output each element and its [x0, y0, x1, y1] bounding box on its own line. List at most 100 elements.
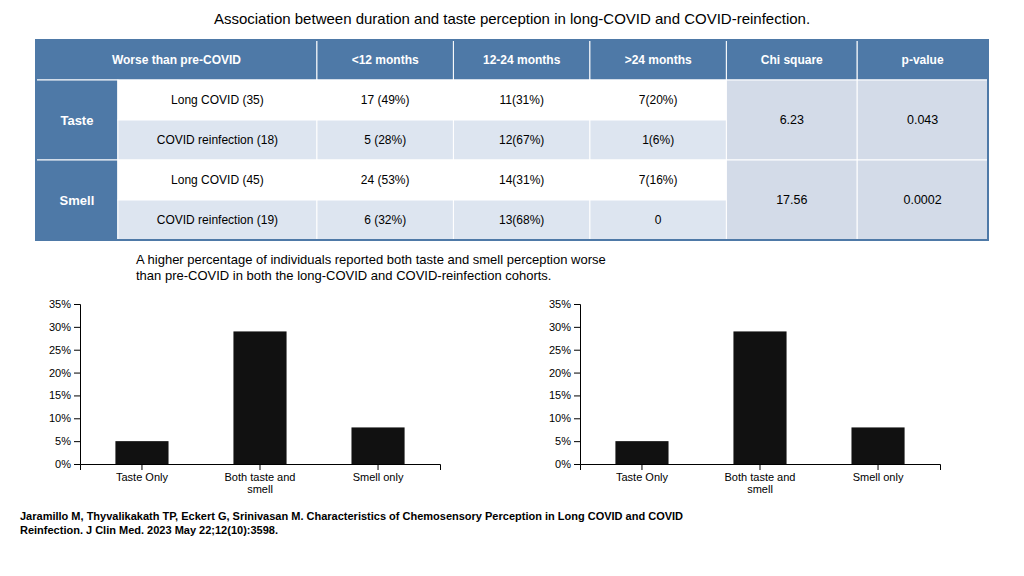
tick: Smell only: [353, 464, 404, 483]
tick: Smell only: [853, 464, 904, 483]
tick-mark: [574, 441, 580, 442]
annotation: Jaramillo M, Thyvalikakath TP, Eckert G,…: [20, 510, 683, 536]
table-border: [36, 40, 988, 240]
table-text: Long COVID (45): [171, 173, 264, 187]
tick-mark: [641, 464, 642, 470]
bar: [115, 441, 168, 464]
tick: 15%: [49, 389, 80, 401]
table-cell: [118, 80, 317, 120]
table-cell: [857, 160, 988, 240]
axis-line: [581, 465, 941, 471]
tick-mark: [574, 464, 580, 465]
tick: 20%: [49, 367, 80, 379]
bar-chart: 0%5%10%15%20%25%30%35%Taste OnlyBoth tas…: [549, 298, 941, 495]
table-cell: [857, 40, 988, 80]
axis-line: [574, 305, 581, 465]
tick-mark: [74, 395, 80, 396]
tick-mark: [141, 464, 142, 470]
tick-label: 25%: [49, 344, 71, 356]
table-text: COVID reinfection (19): [157, 213, 278, 227]
subtitle: A higher percentage of individuals repor…: [136, 252, 606, 283]
tick-label: 5%: [55, 435, 71, 447]
tick: 0%: [55, 458, 80, 470]
table-cell: [317, 120, 453, 160]
table-text: Taste: [60, 113, 93, 128]
table-cell: [453, 160, 589, 200]
table-cell: [317, 80, 453, 120]
text-line: Smell only: [853, 471, 904, 483]
tick: 30%: [49, 321, 80, 333]
tick-label: 35%: [549, 298, 571, 310]
table-cell: [453, 120, 589, 160]
tick: 25%: [549, 344, 580, 356]
tick: 20%: [549, 367, 580, 379]
text-line: Jaramillo M, Thyvalikakath TP, Eckert G,…: [20, 510, 683, 522]
table-cell: [36, 80, 118, 160]
tick-label: Smell only: [853, 471, 904, 483]
tick-mark: [574, 304, 580, 305]
table-cell: [590, 200, 726, 240]
table-cell: [590, 120, 726, 160]
title: Association between duration and taste p…: [214, 10, 810, 27]
tick-mark: [574, 418, 580, 419]
tick-mark: [574, 373, 580, 374]
text-line: smell: [247, 483, 273, 495]
tick-label: 25%: [549, 344, 571, 356]
table-cell: [590, 80, 726, 120]
tick: 15%: [549, 389, 580, 401]
table-cell: [36, 160, 118, 240]
bar: [233, 331, 286, 464]
bar: [615, 441, 668, 464]
tick-mark: [74, 327, 80, 328]
table-cell: [726, 40, 857, 80]
table-text: Worse than pre-COVID: [112, 53, 241, 67]
table-cell: [726, 160, 857, 240]
bars: [115, 331, 404, 464]
tick-label: Smell only: [353, 471, 404, 483]
table-cell: [36, 40, 317, 80]
text-line: Both taste and: [225, 471, 296, 483]
tick-mark: [74, 418, 80, 419]
table-cell: [726, 80, 857, 160]
x-axis: Taste Only Both taste andsmell Smell only: [581, 464, 941, 495]
table-text: <12 months: [352, 53, 419, 67]
table-text: 13(68%): [499, 213, 544, 227]
tick-mark: [74, 464, 80, 465]
tick-label: Both taste andsmell: [225, 471, 296, 496]
table-cell: [317, 160, 453, 200]
y-axis: 0%5%10%15%20%25%30%35%: [549, 298, 581, 470]
text-line: Both taste and: [725, 471, 796, 483]
tick-label: 15%: [549, 389, 571, 401]
tick: 25%: [49, 344, 80, 356]
tick-label: 5%: [555, 435, 571, 447]
table-cell: [118, 200, 317, 240]
tick-label: 20%: [49, 367, 71, 379]
text-line: Reinfection. J Clin Med. 2023 May 22;12(…: [20, 524, 278, 536]
text-line: smell: [747, 483, 773, 495]
tick-mark: [74, 350, 80, 351]
tick-label: 0%: [555, 458, 571, 470]
tick: Taste Only: [116, 464, 168, 483]
axis-line: [74, 305, 81, 465]
y-axis: 0% 5% 10% 15% 20% 25% 30% 35%: [49, 298, 81, 470]
tick: Taste Only: [616, 464, 668, 483]
table-cell: [317, 200, 453, 240]
table-text: 11(31%): [499, 93, 543, 107]
tick-label: 35%: [49, 298, 71, 310]
tick-label: 10%: [49, 412, 71, 424]
tick-mark: [378, 464, 379, 470]
bar: [351, 427, 404, 464]
tick-mark: [878, 464, 879, 470]
table-text: 7(20%): [639, 93, 678, 107]
text-line: Smell only: [353, 471, 404, 483]
table-text: 17.56: [776, 193, 807, 207]
tick-mark: [574, 350, 580, 351]
tick-label: Taste Only: [116, 471, 168, 483]
table-cell: [118, 160, 317, 200]
table-text: 0.043: [907, 113, 938, 127]
tick: 10%: [49, 412, 80, 424]
tick: 30%: [549, 321, 580, 333]
table-text: Long COVID (35): [171, 93, 264, 107]
table-text: 12-24 months: [483, 53, 561, 67]
tick-mark: [574, 327, 580, 328]
